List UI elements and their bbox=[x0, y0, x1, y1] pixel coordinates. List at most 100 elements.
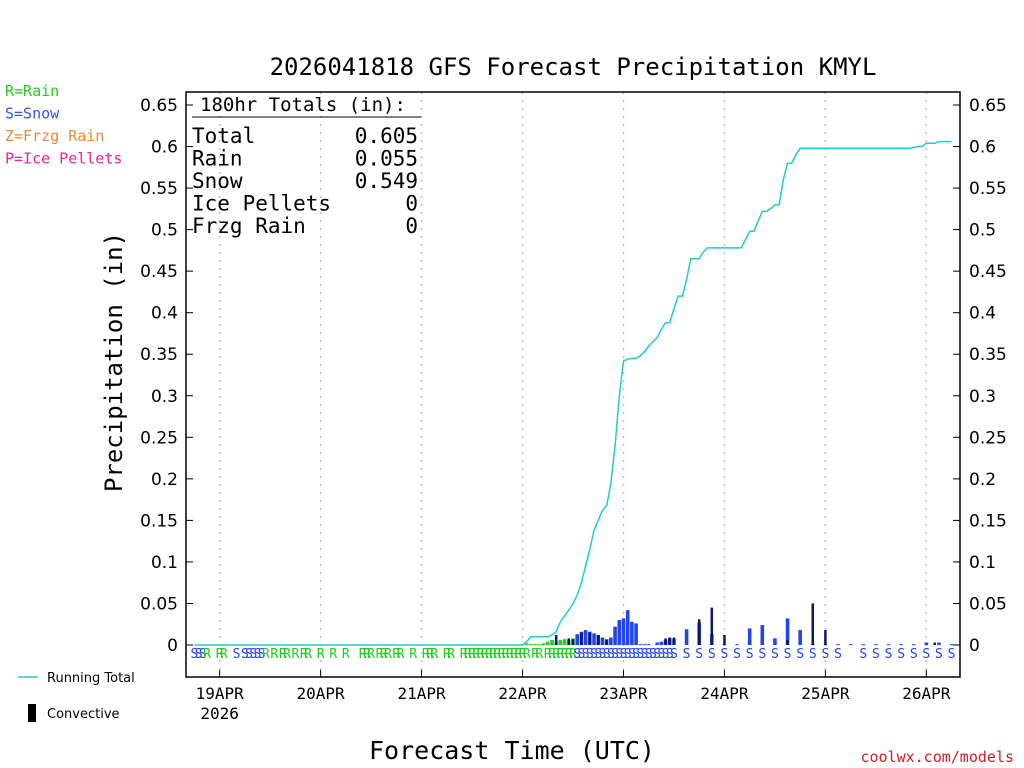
convective-bar bbox=[554, 635, 558, 645]
precip-bar bbox=[537, 644, 542, 646]
y-tick-label: 0.15 bbox=[140, 511, 178, 531]
x-tick-label: 21APR bbox=[397, 684, 446, 703]
precip-type-marker: R bbox=[317, 647, 325, 662]
y-tick-label: 0.2 bbox=[969, 470, 996, 490]
precip-type-marker: R bbox=[548, 647, 556, 662]
running-total-legend-label: Running Total bbox=[47, 671, 135, 686]
precip-bar bbox=[659, 641, 664, 645]
precip-type-marker: S bbox=[821, 647, 829, 662]
totals-label: Ice Pellets bbox=[192, 192, 331, 216]
convective-bar bbox=[786, 640, 789, 645]
precip-type-marker: S bbox=[603, 647, 611, 662]
precip-type-marker: S bbox=[935, 647, 943, 662]
precip-type-marker: S bbox=[683, 647, 691, 662]
precip-bar bbox=[545, 641, 550, 645]
totals-label: Total bbox=[192, 124, 255, 148]
precip-bar bbox=[899, 644, 903, 646]
precip-bar bbox=[684, 629, 689, 645]
precip-bar bbox=[655, 642, 659, 645]
precip-bar bbox=[617, 620, 622, 645]
precip-type-marker: R bbox=[544, 647, 552, 662]
precip-type-marker: S bbox=[771, 647, 779, 662]
precip-type-marker: S bbox=[636, 647, 644, 662]
precip-bar bbox=[562, 639, 567, 645]
precip-type-marker: S bbox=[599, 647, 607, 662]
precip-type-marker: S bbox=[670, 647, 678, 662]
precip-bar bbox=[924, 642, 929, 645]
precip-type-marker: S bbox=[910, 647, 918, 662]
precip-type-marker: S bbox=[190, 647, 198, 662]
chart-title: 2026041818 GFS Forecast Precipitation KM… bbox=[270, 53, 877, 81]
convective-bar bbox=[672, 637, 676, 645]
convective-bar bbox=[697, 619, 701, 645]
convective-bar bbox=[571, 639, 575, 645]
y-axis-left: 0 0.05 0.1 0.15 0.2 0.25 0.3 0.35 0.4 0.45 0.5 0.55… bbox=[140, 96, 193, 656]
precip-type-marker: S bbox=[249, 647, 257, 662]
convective-legend-label: Convective bbox=[47, 707, 120, 722]
precip-type-marker: R bbox=[535, 647, 543, 662]
totals-header: 180hr Totals (in): bbox=[200, 94, 406, 116]
x-tick-year: 2026 bbox=[200, 704, 239, 723]
precip-type-marker: R bbox=[262, 647, 270, 662]
precip-type-marker: R bbox=[304, 647, 312, 662]
precip-type-marker: R bbox=[363, 647, 371, 662]
precip-bar bbox=[937, 642, 941, 645]
precip-bar bbox=[638, 644, 643, 646]
series-legend: Running Total Convective bbox=[18, 671, 135, 722]
y-tick-label: 0.4 bbox=[969, 304, 996, 324]
precip-bar bbox=[575, 634, 579, 645]
precip-type-marker: R bbox=[342, 647, 350, 662]
y-tick-label: 0.35 bbox=[969, 345, 1007, 365]
precip-type-marker: S bbox=[245, 647, 253, 662]
precip-type-marker: S bbox=[615, 647, 623, 662]
precip-type-marker: R bbox=[279, 647, 287, 662]
y-axis-right: 0 0.05 0.1 0.15 0.2 0.25 0.3 0.35 0.4 0.45 0.5 0.55… bbox=[953, 96, 1007, 656]
totals-value: 0.605 bbox=[355, 124, 418, 148]
precip-type-marker: S bbox=[233, 647, 241, 662]
precip-type-marker: R bbox=[519, 647, 527, 662]
precip-type-marker: S bbox=[620, 647, 628, 662]
type-legend-item: S=Snow bbox=[5, 105, 60, 123]
precip-type-marker: R bbox=[443, 647, 451, 662]
y-tick-label: 0.1 bbox=[151, 553, 178, 573]
convective-bar bbox=[596, 635, 600, 645]
precip-bar bbox=[861, 644, 866, 646]
precip-type-marker: S bbox=[586, 647, 594, 662]
precip-type-marker: S bbox=[573, 647, 581, 662]
precip-type-marker: R bbox=[485, 647, 493, 662]
convective-bar bbox=[933, 642, 937, 645]
credit-text: coolwx.com/models bbox=[860, 748, 1014, 766]
precip-type-marker: S bbox=[662, 647, 670, 662]
precip-type-marker: S bbox=[948, 647, 956, 662]
y-tick-label: 0.65 bbox=[140, 96, 178, 116]
precip-type-marker: R bbox=[430, 647, 438, 662]
totals-value: 0 bbox=[405, 192, 418, 216]
precip-type-marker: R bbox=[367, 647, 375, 662]
precip-type-marker: R bbox=[376, 647, 384, 662]
precip-type-marker: S bbox=[594, 647, 602, 662]
precip-type-marker: S bbox=[649, 647, 657, 662]
precip-type-marker: S bbox=[708, 647, 716, 662]
totals-label: Snow bbox=[192, 169, 243, 193]
precip-type-marker: S bbox=[641, 647, 649, 662]
precip-bar bbox=[735, 644, 739, 646]
precip-type-marker: S bbox=[666, 647, 674, 662]
precip-type-marker: S bbox=[195, 647, 203, 662]
precip-type-marker: S bbox=[607, 647, 615, 662]
x-tick-label: 23APR bbox=[599, 684, 648, 703]
y-tick-label: 0.45 bbox=[140, 262, 178, 282]
precip-bar bbox=[558, 640, 563, 645]
precip-type-marker: R bbox=[422, 647, 430, 662]
convective-bar bbox=[824, 630, 827, 645]
x-tick-label: 19APR bbox=[196, 684, 245, 703]
precip-type-marker: R bbox=[514, 647, 522, 662]
precip-bar bbox=[625, 610, 630, 645]
precip-bar bbox=[533, 644, 537, 646]
type-legend-item: R=Rain bbox=[5, 82, 59, 100]
x-tick-label: 24APR bbox=[700, 684, 749, 703]
precip-bar bbox=[630, 621, 634, 645]
precip-bar bbox=[550, 640, 554, 645]
y-tick-label: 0.5 bbox=[969, 221, 996, 241]
precip-type-marker: R bbox=[502, 647, 510, 662]
